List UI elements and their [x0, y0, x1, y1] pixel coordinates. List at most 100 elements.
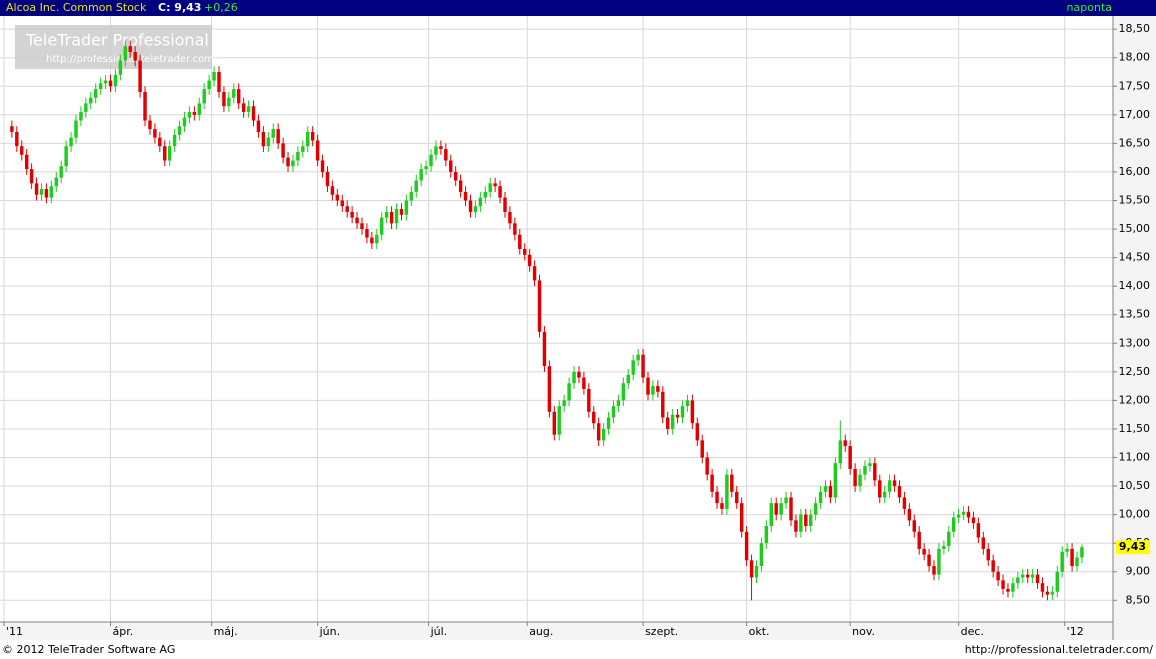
- candle-body: [577, 371, 581, 378]
- candle-body: [335, 194, 340, 201]
- candle-body: [172, 134, 177, 147]
- candle-body: [601, 428, 606, 441]
- candle-body: [1011, 583, 1015, 592]
- candle-body: [182, 117, 187, 127]
- candle-body: [281, 143, 285, 158]
- candle-body: [739, 503, 744, 532]
- y-tick-label: 12,00: [1119, 393, 1151, 406]
- candle-body: [947, 531, 951, 547]
- header-interval: naponta: [1067, 1, 1112, 14]
- candle-body: [34, 183, 39, 195]
- candle-body: [804, 514, 808, 527]
- y-tick-label: 14,00: [1119, 279, 1151, 292]
- candle-body: [744, 531, 749, 561]
- candle-body: [641, 354, 645, 378]
- candle-body: [878, 480, 882, 498]
- candle-body: [434, 146, 438, 155]
- candle-body: [582, 377, 586, 389]
- y-axis-strip: [1113, 16, 1156, 640]
- candle-body: [912, 520, 917, 532]
- candle-body: [922, 548, 926, 555]
- candle-body: [646, 377, 650, 395]
- y-tick-label: 18,50: [1119, 22, 1151, 35]
- candle-body: [513, 223, 517, 235]
- candle-body: [503, 197, 507, 212]
- x-tick-label: jún.: [319, 625, 341, 638]
- candle-body: [330, 186, 335, 195]
- candle-body: [656, 386, 660, 392]
- x-tick-label: okt.: [749, 625, 770, 638]
- candle-body: [463, 191, 468, 201]
- candles: [10, 40, 1084, 601]
- candle-body: [365, 229, 369, 238]
- candle-body: [266, 137, 271, 147]
- candle-body: [291, 160, 295, 167]
- x-tick-label: '12: [1067, 625, 1084, 638]
- candle-body: [685, 400, 690, 407]
- candle-body: [488, 183, 492, 192]
- candle-body: [93, 89, 98, 98]
- candle-body: [320, 160, 325, 172]
- candle-body: [409, 191, 414, 201]
- candle-body: [818, 491, 823, 504]
- candle-body: [725, 474, 729, 509]
- candle-body: [838, 440, 843, 464]
- candle-body: [873, 463, 877, 481]
- candle-body: [1040, 583, 1045, 592]
- candle-body: [350, 211, 354, 218]
- candle-body: [651, 386, 655, 395]
- y-tick-label: 18,00: [1119, 51, 1151, 64]
- candle-body: [59, 166, 63, 178]
- candle-body: [868, 463, 872, 467]
- candle-body: [236, 89, 241, 104]
- candle-body: [606, 417, 611, 429]
- candle-body: [907, 508, 912, 521]
- x-tick-label: '11: [6, 625, 23, 638]
- candle-body: [537, 280, 542, 332]
- candle-body: [439, 146, 443, 150]
- x-tick-label: nov.: [852, 625, 875, 638]
- candle-body: [587, 388, 591, 412]
- candle-body: [853, 468, 857, 487]
- candle-body: [123, 46, 128, 61]
- candle-body: [626, 374, 631, 384]
- candle-body: [690, 400, 695, 424]
- candle-body: [10, 126, 14, 132]
- candle-body: [596, 423, 601, 441]
- candle-body: [419, 169, 423, 181]
- candle-body: [143, 91, 147, 121]
- candle-body: [1016, 577, 1020, 584]
- candle-body: [138, 60, 142, 92]
- candle-body: [592, 411, 596, 424]
- candle-body: [720, 503, 724, 509]
- candle-body: [942, 546, 946, 549]
- candle-body: [882, 491, 887, 498]
- candle-body: [54, 177, 58, 187]
- candle-body: [29, 169, 34, 184]
- footer-bar: [0, 640, 1156, 659]
- candle-body: [1050, 591, 1055, 595]
- candle-body: [986, 548, 990, 561]
- y-tick-label: 15,50: [1119, 193, 1151, 206]
- y-tick-label: 13,00: [1119, 336, 1151, 349]
- candle-body: [148, 120, 152, 130]
- candle-body: [557, 406, 561, 435]
- candle-body: [113, 74, 118, 87]
- candle-body: [498, 186, 502, 198]
- candle-body: [340, 200, 344, 207]
- candle-body: [301, 146, 305, 152]
- candle-body: [735, 491, 739, 504]
- candle-body: [902, 497, 907, 509]
- candle-body: [784, 497, 788, 504]
- candle-body: [39, 189, 44, 195]
- candle-body: [572, 371, 576, 384]
- candle-body: [680, 406, 685, 418]
- candle-body: [69, 137, 73, 147]
- y-tick-label: 17,00: [1119, 108, 1151, 121]
- candle-body: [518, 234, 522, 250]
- candle-body: [665, 417, 670, 429]
- candle-body: [473, 206, 478, 212]
- grid: [0, 16, 1113, 622]
- candle-body: [98, 83, 103, 90]
